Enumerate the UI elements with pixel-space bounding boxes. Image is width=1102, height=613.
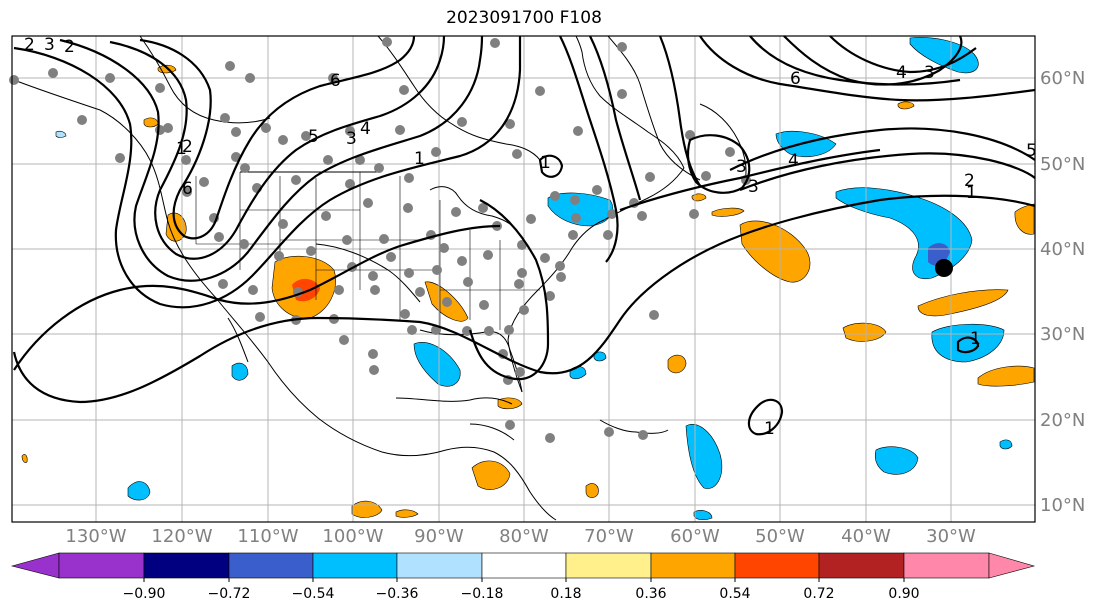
- colorbar-tick-label: 0.36: [635, 586, 666, 602]
- lon-label: 30°W: [926, 526, 976, 547]
- lon-label: 40°W: [841, 526, 891, 547]
- storm-center-marker: [935, 259, 953, 277]
- height-contours: [12, 35, 1036, 436]
- contour-label: 4: [788, 151, 799, 171]
- colorbar-tick-label: 0.54: [719, 586, 750, 602]
- lon-label: 90°W: [414, 526, 464, 547]
- contour-label: 3: [924, 63, 935, 83]
- contour-label: 6: [790, 69, 801, 89]
- contour-label: 1: [764, 419, 775, 439]
- contour-label: 3: [736, 157, 747, 177]
- contour-label: 1: [970, 329, 981, 349]
- contour-label: 3: [44, 35, 55, 55]
- lon-label: 70°W: [584, 526, 634, 547]
- contour-label: 5: [1026, 141, 1037, 161]
- contour-label: 1: [176, 139, 187, 159]
- longitude-labels: 130°W 120°W 110°W 100°W 90°W 80°W 70°W 6…: [65, 526, 976, 547]
- contour-label: 2: [964, 171, 975, 191]
- contour-label: 2: [24, 35, 35, 55]
- contour-label: 1: [540, 153, 551, 173]
- graticule: [12, 36, 1035, 522]
- lon-label: 120°W: [151, 526, 212, 547]
- colorbar-tick-label: −0.54: [292, 586, 335, 602]
- colorbar-tick-label: −0.36: [376, 586, 419, 602]
- lon-label: 130°W: [65, 526, 126, 547]
- lat-label: 50°N: [1040, 154, 1085, 175]
- colorbar-tick-labels: −0.90 −0.72 −0.54 −0.36 −0.18 0.18 0.36 …: [123, 586, 920, 602]
- lon-label: 80°W: [499, 526, 549, 547]
- contour-label: 1: [966, 183, 977, 203]
- colorbar-tick-label: −0.72: [208, 586, 251, 602]
- colorbar-extend-min: [10, 552, 60, 579]
- lat-label: 60°N: [1040, 68, 1085, 89]
- lat-label: 40°N: [1040, 239, 1085, 260]
- colorbar-ticks: [143, 578, 905, 582]
- contour-label: 5: [308, 127, 319, 147]
- colorbar: [10, 552, 1036, 579]
- contour-label: 6: [330, 71, 341, 91]
- lat-label: 20°N: [1040, 410, 1085, 431]
- latitude-labels: 60°N 50°N 40°N 30°N 20°N 10°N: [1040, 68, 1085, 516]
- contour-label: 2: [64, 37, 75, 57]
- lon-label: 50°W: [755, 526, 805, 547]
- lon-label: 100°W: [322, 526, 383, 547]
- lat-label: 10°N: [1040, 495, 1085, 516]
- positive-anomaly-regions: [21, 64, 1035, 518]
- lat-label: 30°N: [1040, 324, 1085, 345]
- contour-label: 4: [896, 63, 907, 83]
- map-title: 2023091700 F108: [446, 8, 602, 28]
- colorbar-tick-label: 0.18: [550, 586, 581, 602]
- map-frame: [11, 35, 1036, 523]
- contour-label: 3: [346, 129, 357, 149]
- colorbar-tick-label: 0.90: [888, 586, 919, 602]
- colorbar-tick-label: −0.90: [123, 586, 166, 602]
- contour-labels: 2 3 2 6 5 3 4 6 1 1 5 2 1 4 3 3 1 1 1 6 …: [24, 35, 1037, 439]
- contour-label: 1: [414, 149, 425, 169]
- contour-label: 3: [748, 177, 759, 197]
- contour-label: 2: [182, 137, 193, 157]
- station-dots: [9, 37, 751, 443]
- lon-label: 60°W: [670, 526, 720, 547]
- contour-label: 4: [360, 119, 371, 139]
- colorbar-tick-label: −0.18: [461, 586, 504, 602]
- colorbar-extend-max: [988, 552, 1036, 579]
- contour-label: 6: [182, 179, 193, 199]
- colorbar-tick-label: 0.72: [803, 586, 834, 602]
- lon-label: 110°W: [237, 526, 298, 547]
